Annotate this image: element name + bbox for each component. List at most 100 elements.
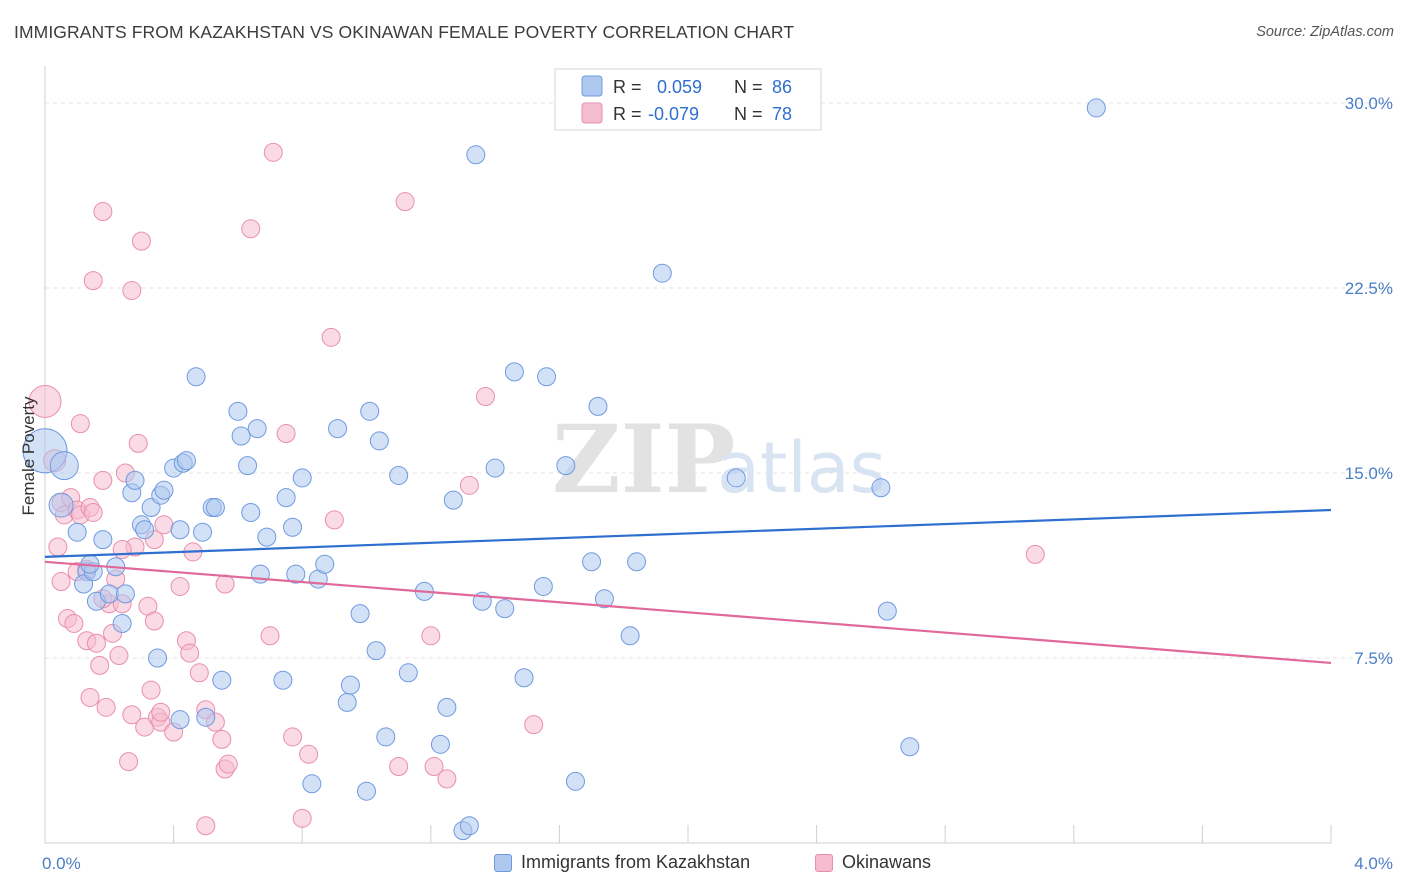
watermark-atlas: atlas: [717, 427, 886, 509]
kazakhstan-point-66: [485, 458, 505, 478]
okinawans-point-8: [64, 613, 84, 633]
okinawans-point-33: [131, 231, 151, 251]
kazakhstan-point-49: [340, 675, 360, 695]
kazakhstan-point-10: [99, 584, 119, 604]
correlation-legend: R = 0.059 N = 86 R = -0.079 N = 78: [554, 68, 822, 131]
kazakhstan-point-37: [250, 564, 270, 584]
okinawans-point-66: [421, 626, 441, 646]
okinawans-point-51: [212, 729, 232, 749]
kazakhstan-point-46: [315, 554, 335, 574]
kazakhstan-points: [22, 98, 1106, 841]
y-tick-label-1: 15.0%: [1345, 464, 1393, 483]
kazakhstan-point-84: [1086, 98, 1106, 118]
okinawans-point-77: [83, 502, 103, 522]
kazakhstan-point-82: [877, 601, 897, 621]
y-tick-label-2: 22.5%: [1345, 279, 1393, 298]
kazakhstan-point-26: [186, 367, 206, 387]
okinawans-point-59: [283, 727, 303, 747]
chart-title: IMMIGRANTS FROM KAZAKHSTAN VS OKINAWAN F…: [14, 22, 795, 42]
okinawans-point-30: [122, 280, 142, 300]
kazakhstan-point-36: [247, 419, 267, 439]
chart-source: Source: ZipAtlas.com: [1256, 24, 1394, 40]
kazakhstan-point-28: [196, 707, 216, 727]
kazakhstan-point-79: [652, 263, 672, 283]
kazakhstan-point-60: [437, 697, 457, 717]
okinawans-point-12: [70, 414, 90, 434]
kazakhstan-point-32: [228, 401, 248, 421]
kazakhstan-trend-line: [44, 508, 1332, 558]
kazakhstan-point-40: [276, 488, 296, 508]
kazakhstan-point-53: [366, 641, 386, 661]
kazakhstan-point-44: [302, 774, 322, 794]
okinawans-point-20: [93, 202, 113, 222]
legend-n-label-2: N =: [734, 104, 763, 124]
kazakhstan-point-17: [135, 520, 155, 540]
legend-n-value-1: 86: [772, 77, 792, 97]
okinawans-point-72: [1025, 544, 1045, 564]
kazakhstan-point-42: [286, 564, 306, 584]
legend-n-label-1: N =: [734, 77, 763, 97]
kazakhstan-point-9: [93, 530, 113, 550]
kazakhstan-point-19: [148, 648, 168, 668]
series-label-2: Okinawans: [842, 852, 932, 872]
okinawans-point-14: [80, 687, 100, 707]
kazakhstan-point-39: [273, 670, 293, 690]
kazakhstan-point-2: [48, 492, 74, 518]
okinawans-point-45: [180, 643, 200, 663]
okinawans-point-47: [189, 663, 209, 683]
okinawans-point-74: [151, 702, 171, 722]
okinawans-point-64: [389, 757, 409, 777]
kazakhstan-point-1: [49, 451, 79, 481]
y-axis-label: Female Poverty: [19, 396, 38, 516]
okinawans-trend-line: [44, 560, 1332, 665]
kazakhstan-point-30: [205, 498, 225, 518]
kazakhstan-point-55: [376, 727, 396, 747]
kazakhstan-point-70: [533, 576, 553, 596]
okinawans-point-0: [28, 384, 62, 418]
okinawans-point-48: [196, 816, 216, 836]
kazakhstan-point-48: [337, 692, 357, 712]
kazakhstan-point-81: [871, 478, 891, 498]
okinawans-point-43: [170, 576, 190, 596]
kazakhstan-point-51: [357, 781, 376, 801]
kazakhstan-point-72: [556, 456, 576, 476]
kazakhstan-point-68: [504, 362, 524, 382]
kazakhstan-point-77: [620, 626, 640, 646]
okinawans-point-32: [128, 433, 148, 453]
kazakhstan-point-67: [495, 599, 515, 619]
okinawans-point-60: [292, 808, 312, 828]
kazakhstan-point-69: [514, 668, 534, 688]
okinawans-point-61: [299, 744, 319, 764]
kazakhstan-point-71: [537, 367, 557, 387]
okinawans-point-56: [260, 626, 280, 646]
legend-r-value-1: 0.059: [657, 77, 702, 97]
okinawans-point-19: [93, 470, 113, 490]
okinawans-point-5: [51, 572, 71, 592]
kazakhstan-point-52: [360, 401, 380, 421]
okinawans-point-58: [276, 424, 296, 444]
kazakhstan-point-33: [231, 426, 251, 446]
legend-r-label-2: R =: [613, 104, 642, 124]
okinawans-point-53: [215, 574, 235, 594]
okinawans-point-67: [424, 757, 444, 777]
legend-swatch-blue: [581, 75, 603, 97]
series-legend-1: Immigrants from Kazakhstan: [494, 852, 750, 873]
okinawans-point-57: [263, 142, 283, 162]
kazakhstan-point-47: [328, 419, 348, 439]
legend-n-value-2: 78: [772, 104, 792, 124]
kazakhstan-point-35: [241, 502, 261, 522]
okinawans-point-18: [90, 655, 110, 675]
kazakhstan-point-80: [726, 468, 746, 488]
okinawans-point-63: [324, 510, 344, 530]
watermark-zip: ZIP: [552, 405, 735, 515]
okinawans-point-2: [48, 537, 68, 557]
kazakhstan-point-3: [67, 522, 87, 542]
kazakhstan-point-31: [212, 670, 232, 690]
y-tick-label-3: 30.0%: [1345, 94, 1393, 113]
x-tick-labels: 0.0% 4.0%: [42, 854, 1393, 873]
kazakhstan-point-54: [369, 431, 389, 451]
kazakhstan-point-27: [193, 522, 213, 542]
okinawans-point-16: [83, 271, 103, 291]
kazakhstan-point-73: [565, 771, 585, 791]
